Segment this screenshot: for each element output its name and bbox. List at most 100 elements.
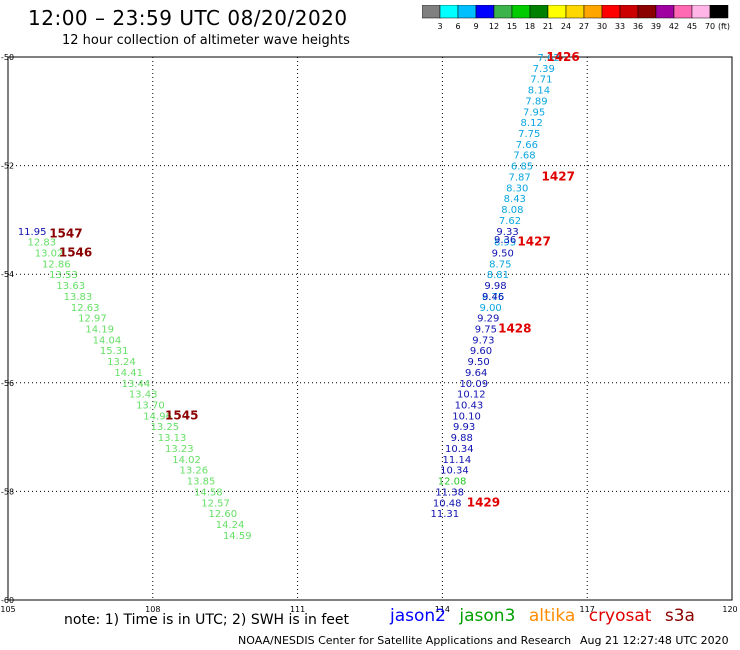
wave-height-value: 8.12 bbox=[521, 118, 543, 129]
wave-height-value: 9.75 bbox=[475, 325, 497, 336]
wave-height-value: 11.14 bbox=[443, 455, 472, 466]
wave-height-value: 9.50 bbox=[467, 357, 489, 368]
colorbar-label: 24 bbox=[561, 22, 571, 31]
pass-time-label: 1426 bbox=[546, 50, 579, 64]
wave-height-value: 13.24 bbox=[107, 357, 136, 368]
wave-height-value: 11.95 bbox=[18, 227, 47, 238]
wave-height-value: 12.86 bbox=[42, 259, 71, 270]
wave-height-value: 9.64 bbox=[465, 368, 487, 379]
wave-height-value: 12.60 bbox=[208, 509, 237, 520]
colorbar-label: 36 bbox=[633, 22, 643, 31]
colorbar-label: 15 bbox=[507, 22, 517, 31]
wave-height-value: 13.44 bbox=[122, 379, 151, 390]
wave-height-value: 12.83 bbox=[27, 238, 56, 249]
colorbar-legend: 3 6 9 12 15 18 21 24 27 30 33 36 39 42 45 70 (ft) bbox=[422, 5, 730, 31]
wave-height-value: 6.85 bbox=[511, 162, 533, 173]
footer-note: note: 1) Time is in UTC; 2) SWH is in fe… bbox=[64, 612, 350, 628]
wave-height-value: 14.19 bbox=[85, 325, 114, 336]
colorbar-label: 27 bbox=[579, 22, 589, 31]
colorbar-label: 42 bbox=[669, 22, 679, 31]
wave-height-value: 13.83 bbox=[64, 292, 93, 303]
wave-height-value: 13.43 bbox=[129, 390, 158, 401]
colorbar-label: 6 bbox=[455, 22, 460, 31]
wave-height-value: 7.75 bbox=[518, 129, 540, 140]
wave-height-value: 13.70 bbox=[136, 401, 165, 412]
wave-height-value: 13.25 bbox=[151, 422, 180, 433]
wave-height-value: 14.04 bbox=[93, 335, 122, 346]
wave-height-value: 14.58 bbox=[194, 487, 223, 498]
wave-height-value: 12.97 bbox=[78, 314, 107, 325]
wave-height-value: 9.46 bbox=[482, 292, 504, 303]
wave-height-value: 13.02 bbox=[35, 248, 64, 259]
wave-height-value: 10.09 bbox=[459, 379, 488, 390]
wave-height-value: 7.62 bbox=[499, 216, 521, 227]
wave-height-value: 8.30 bbox=[506, 183, 528, 194]
source-cryosat: cryosat bbox=[588, 606, 652, 626]
wave-height-value: 14.41 bbox=[114, 368, 143, 379]
wave-height-value: 9.93 bbox=[453, 422, 475, 433]
wave-height-value: 9.33 bbox=[496, 227, 518, 238]
wave-height-value: 14.24 bbox=[216, 520, 245, 531]
wave-height-value: 10.43 bbox=[455, 401, 484, 412]
wave-height-value: 10.34 bbox=[440, 466, 469, 477]
wave-height-value: 13.13 bbox=[158, 433, 187, 444]
wave-height-value: 9.00 bbox=[480, 303, 502, 314]
colorbar-unit: (ft) bbox=[718, 22, 730, 31]
x-tick-label: 111 bbox=[290, 605, 305, 614]
pass-time-label: 1545 bbox=[165, 408, 198, 422]
wave-height-value: 14.02 bbox=[172, 455, 201, 466]
wave-height-value: 10.48 bbox=[433, 498, 462, 509]
wave-height-value: 10.34 bbox=[445, 444, 474, 455]
generation-timestamp: Aug 21 12:27:48 UTC 2020 bbox=[580, 634, 729, 647]
wave-height-value: 7.66 bbox=[516, 140, 538, 151]
wave-height-value: 14.59 bbox=[223, 531, 252, 542]
wave-height-value: 7.87 bbox=[508, 172, 530, 183]
colorbar-swatch bbox=[709, 5, 729, 19]
wave-height-value: 7.39 bbox=[533, 64, 555, 75]
wave-height-value: 14.96 bbox=[143, 411, 172, 422]
wave-height-value: 10.10 bbox=[452, 411, 481, 422]
y-tick-label: -56 bbox=[1, 379, 14, 388]
wave-height-value: 13.63 bbox=[56, 281, 85, 292]
wave-height-value: 7.68 bbox=[513, 151, 535, 162]
wave-height-value: 9.60 bbox=[470, 346, 492, 357]
wave-height-value: 10.12 bbox=[457, 390, 486, 401]
pass-time-label: 1547 bbox=[49, 226, 82, 240]
wave-height-value: 13.53 bbox=[49, 270, 78, 281]
y-tick-label: -50 bbox=[1, 53, 14, 62]
pass-time-label: 1428 bbox=[498, 322, 531, 336]
wave-height-value: 12.08 bbox=[438, 477, 467, 488]
y-tick-label: -54 bbox=[1, 270, 14, 279]
wave-height-value: 12.63 bbox=[71, 303, 100, 314]
y-tick-label: -58 bbox=[1, 487, 14, 496]
y-tick-label: -52 bbox=[1, 162, 14, 171]
colorbar-label: 45 bbox=[687, 22, 697, 31]
colorbar-label: 12 bbox=[489, 22, 499, 31]
wave-height-value: 9.73 bbox=[472, 335, 494, 346]
page-subtitle: 12 hour collection of altimeter wave hei… bbox=[62, 33, 350, 48]
x-tick-label: 114 bbox=[435, 605, 450, 614]
x-tick-label: 108 bbox=[145, 605, 160, 614]
wave-height-value: 8.08 bbox=[501, 205, 523, 216]
pass-time-label: 1429 bbox=[467, 495, 500, 509]
colorbar-label: 70 bbox=[705, 22, 715, 31]
source-s3a: s3a bbox=[664, 606, 695, 626]
wave-height-value: 9.50 bbox=[492, 248, 514, 259]
wave-height-value: 12.57 bbox=[201, 498, 230, 509]
wave-height-value: 8.75 bbox=[482, 292, 504, 303]
pass-time-label: 1427 bbox=[542, 169, 575, 183]
wave-height-value: 9.98 bbox=[484, 281, 506, 292]
source-jason3: jason3 bbox=[459, 606, 516, 626]
wave-height-value: 8.75 bbox=[489, 259, 511, 270]
colorbar-label: 3 bbox=[437, 22, 442, 31]
wave-height-value: 15.31 bbox=[100, 346, 129, 357]
wave-height-value: 11.38 bbox=[435, 487, 464, 498]
wave-height-value: 8.81 bbox=[487, 270, 509, 281]
source-altika: altika bbox=[528, 606, 576, 626]
wave-height-value: 7.89 bbox=[525, 96, 547, 107]
plot-frame bbox=[7, 56, 733, 601]
wave-height-value: 9.88 bbox=[451, 433, 473, 444]
credit-line: NOAA/NESDIS Center for Satellite Applica… bbox=[238, 634, 572, 647]
x-tick-label: 117 bbox=[580, 605, 595, 614]
